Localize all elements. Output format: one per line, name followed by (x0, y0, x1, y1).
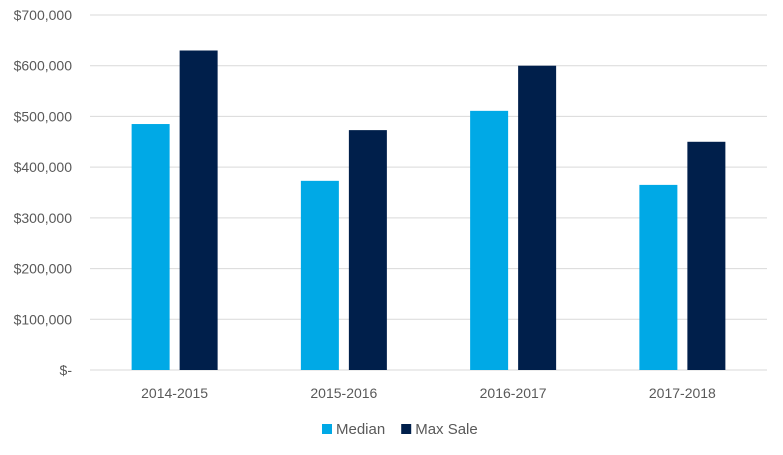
y-tick-label: $400,000 (14, 159, 73, 175)
legend-swatch (401, 424, 412, 434)
bar-median-2017-2018 (639, 184, 678, 370)
x-tick-label: 2014-2015 (141, 385, 208, 401)
bar-median-2014-2015 (131, 124, 170, 371)
bar-median-2015-2016 (300, 180, 339, 370)
bars (131, 50, 726, 371)
legend-label: Max Sale (415, 421, 478, 438)
x-axis-tick-labels: 2014-2015 2015-2016 2016-2017 2017-2018 (141, 385, 716, 401)
y-tick-label: $- (60, 362, 73, 378)
legend-swatch (322, 424, 332, 434)
y-tick-label: $300,000 (14, 210, 73, 226)
bar-max-sale-2015-2016 (348, 130, 387, 370)
bar-max-sale-2014-2015 (179, 50, 218, 370)
legend-label: Median (336, 421, 385, 438)
x-tick-label: 2015-2016 (310, 385, 377, 401)
y-tick-label: $200,000 (14, 261, 73, 277)
bar-max-sale-2017-2018 (687, 141, 726, 370)
x-tick-label: 2016-2017 (480, 385, 547, 401)
y-tick-label: $700,000 (14, 7, 73, 23)
y-tick-label: $100,000 (14, 311, 73, 327)
x-tick-label: 2017-2018 (649, 385, 716, 401)
y-tick-label: $600,000 (14, 58, 73, 74)
bar-max-sale-2016-2017 (518, 65, 557, 370)
y-tick-label: $500,000 (14, 108, 73, 124)
bar-median-2016-2017 (470, 110, 509, 370)
y-axis-tick-labels: $- $100,000 $200,000 $300,000 $400,000 $500,0… (14, 7, 73, 378)
legend: Median Max Sale (322, 421, 478, 438)
